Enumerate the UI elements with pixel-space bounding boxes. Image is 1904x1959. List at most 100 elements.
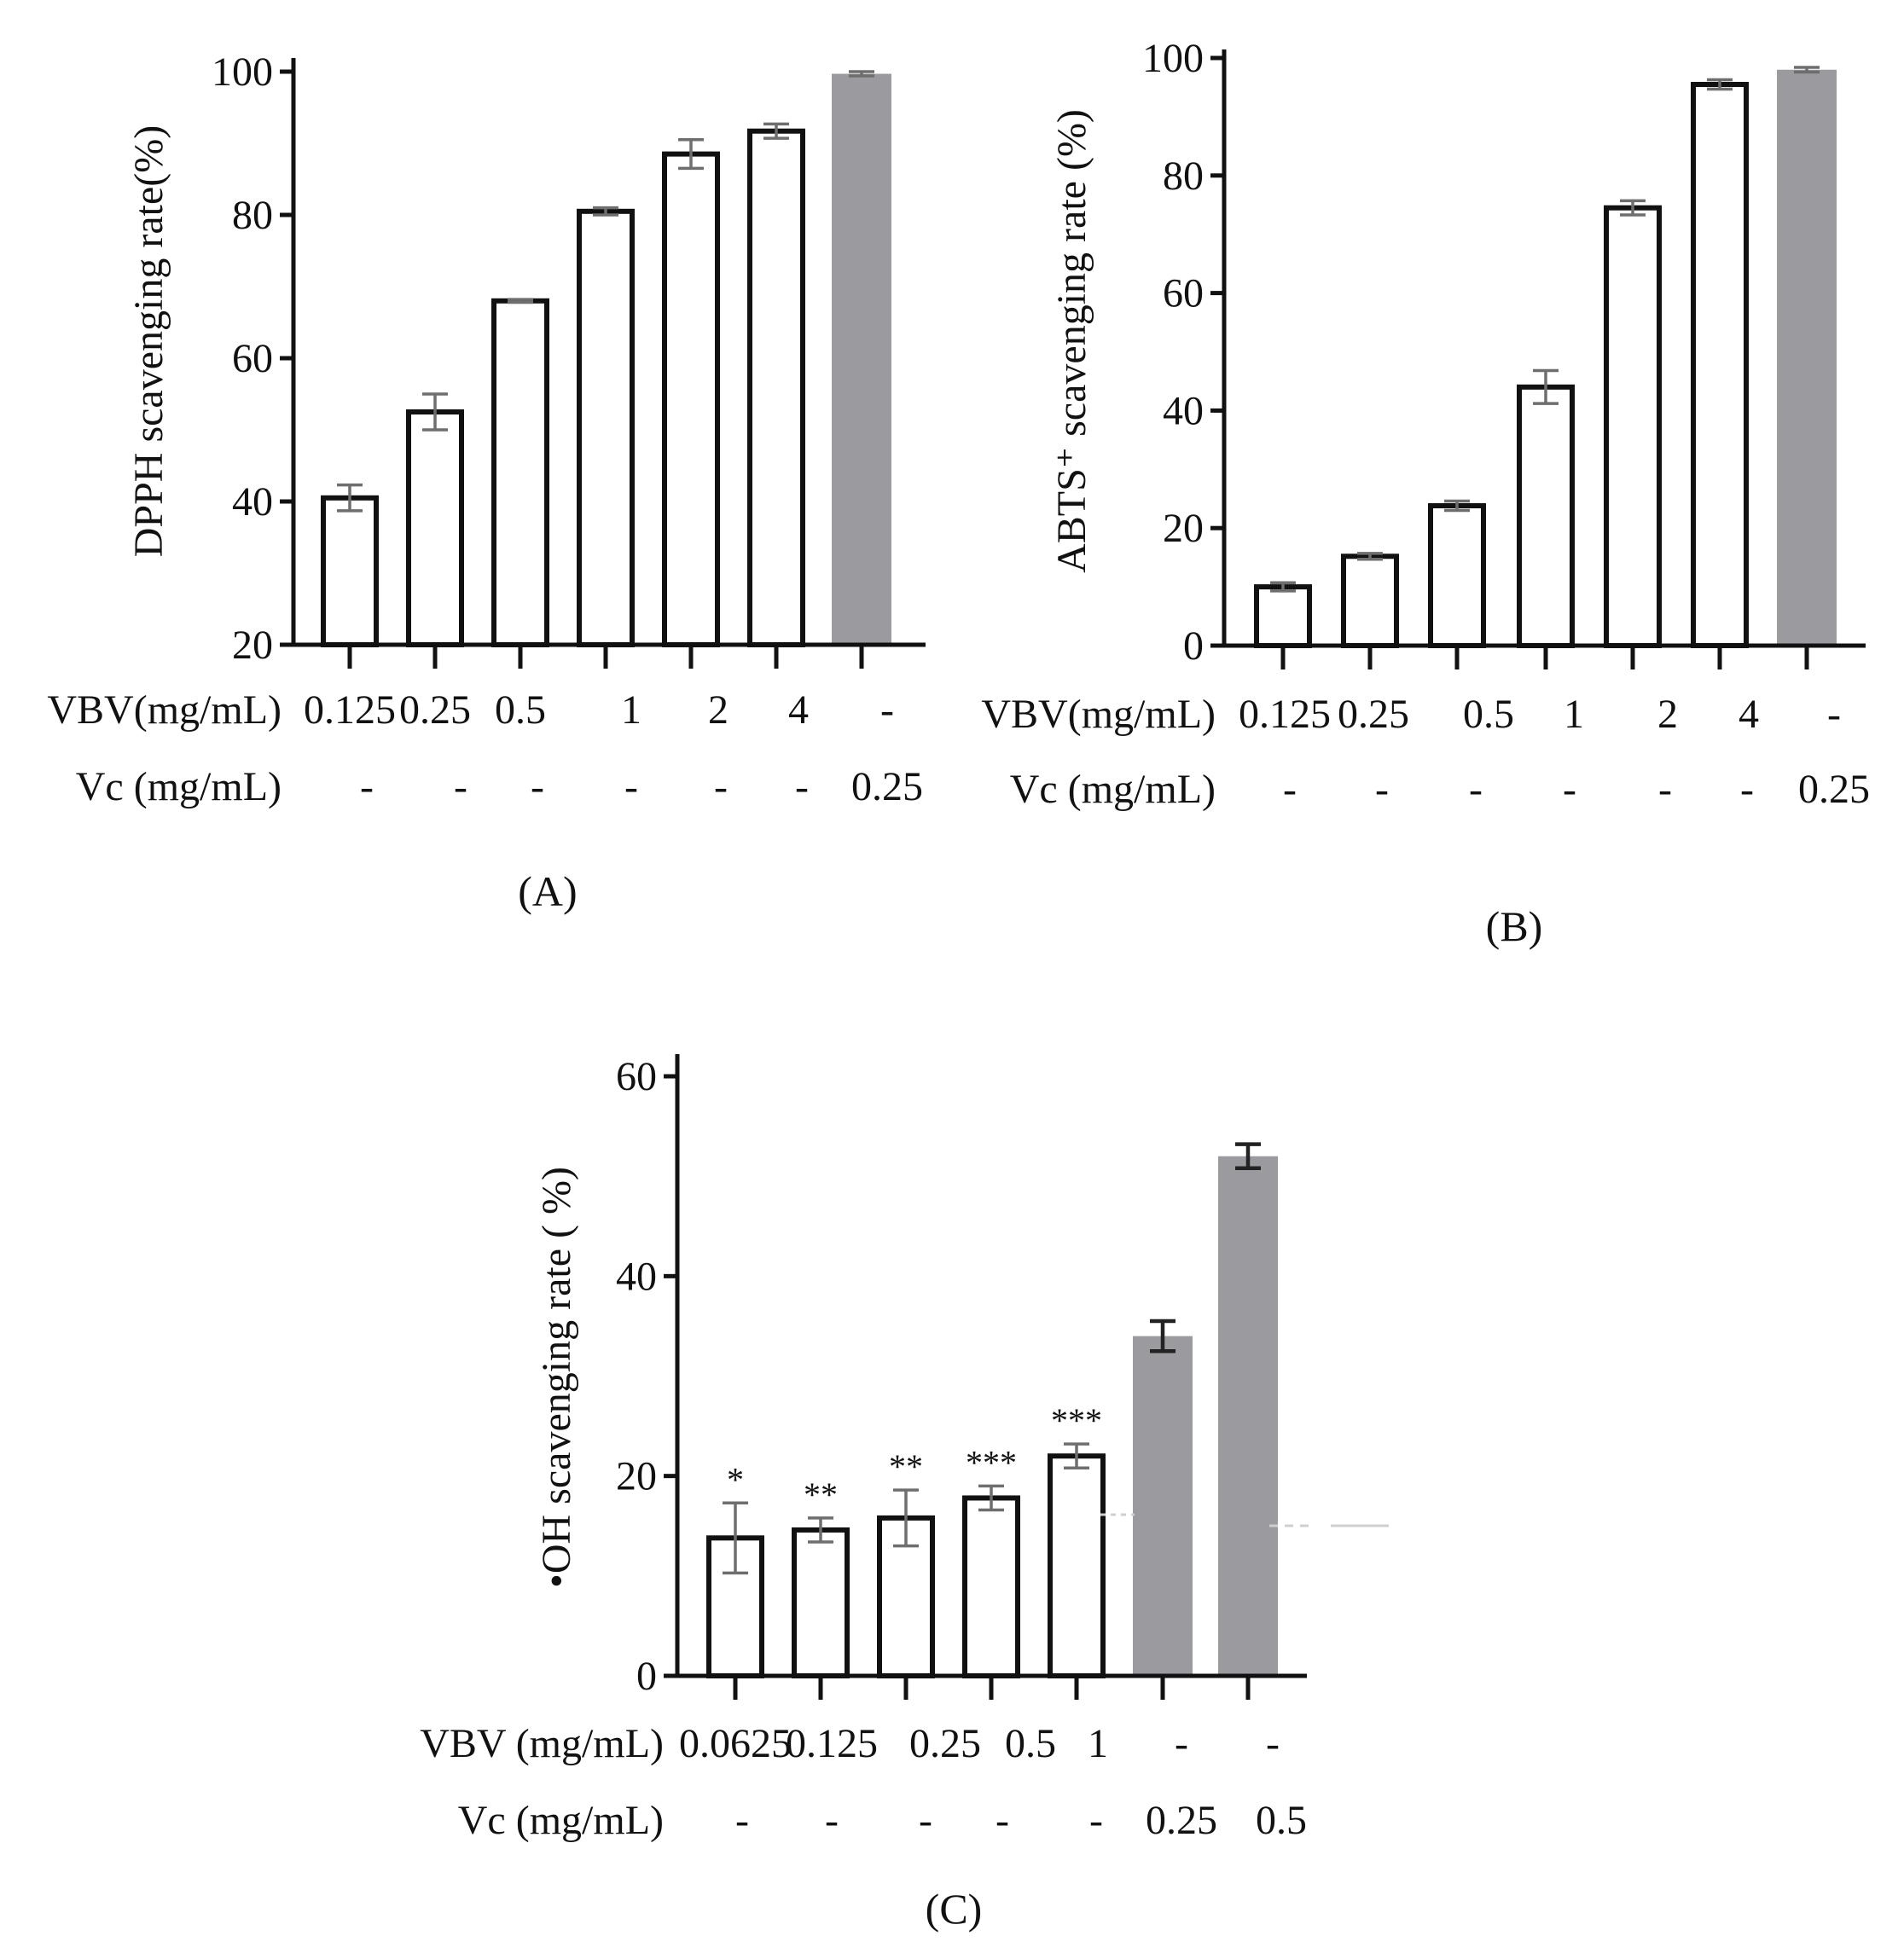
panel-b-bar xyxy=(1517,384,1575,648)
panel-b-y-axis-title: ABTS⁺ scavenging rate (%) xyxy=(1049,109,1094,573)
panel-c-significance-marker: * xyxy=(727,1460,744,1498)
panel-a-error-bars xyxy=(337,70,874,513)
panel-b-vbv-row-label: VBV(mg/mL) xyxy=(981,692,1216,737)
panel-a-bar xyxy=(662,151,720,648)
panel-b-vc-value: - xyxy=(1283,767,1297,812)
panel-a-label: (A) xyxy=(518,867,577,915)
panel-c-vc-value: - xyxy=(919,1798,932,1843)
panel-a-y-ticks: 20 40 60 80 100 xyxy=(212,49,293,668)
panel-b-vbv-value: 0.5 xyxy=(1463,692,1514,737)
panel-a-vc-value: - xyxy=(531,764,544,809)
panel-a-error-bar xyxy=(849,70,874,78)
panel-a-y-axis-title: DPPH scavenging rate(%) xyxy=(126,125,171,558)
panel-a-bar xyxy=(406,409,464,647)
panel-c-x-ticks xyxy=(733,1676,1251,1700)
panel-c-vbv-value: 0.5 xyxy=(1005,1721,1056,1766)
panel-a-vbv-value: 1 xyxy=(621,687,641,733)
panel-a-vbv-value: 0.125 xyxy=(304,687,396,733)
panel-c-vbv-value: 1 xyxy=(1088,1721,1108,1766)
panel-a: 20 40 60 80 100 DPPH scavenging rate(%) VBV(… xyxy=(47,49,926,915)
panel-a-error-bar xyxy=(422,392,448,432)
panel-c-vbv-value: 0.25 xyxy=(909,1721,981,1766)
panel-a-y-tick-label: 20 xyxy=(232,623,273,668)
panel-c-vc-value: - xyxy=(735,1798,749,1843)
panel-b-vc-value: 0.25 xyxy=(1798,767,1870,812)
panel-a-vbv-values: 0.125 0.25 0.5 1 2 4 - xyxy=(304,687,894,733)
panel-c-error-bar xyxy=(723,1501,748,1575)
panel-b-vbv-value: - xyxy=(1827,692,1841,737)
panel-a-error-bar xyxy=(763,122,789,140)
panel-c-vc-row-label: Vc (mg/mL) xyxy=(458,1798,664,1843)
panel-c-significance-marker: *** xyxy=(966,1443,1017,1481)
panel-b-y-tick-label: 100 xyxy=(1142,36,1204,81)
panel-a-vc-value: - xyxy=(795,764,809,809)
panel-c-vc-value: - xyxy=(1089,1798,1103,1843)
panel-b-bar xyxy=(1341,554,1399,648)
panel-b-bar xyxy=(1777,69,1837,646)
panel-c-vc-values: - - - - -0.25 0.5 xyxy=(735,1798,1307,1843)
panel-c-vbv-value: - xyxy=(1266,1721,1280,1766)
panel-a-vc-value: - xyxy=(454,764,467,809)
panel-c-bar xyxy=(1133,1336,1193,1676)
panel-b-vbv-values: 0.125 0.25 0.5 1 2 4 - xyxy=(1239,692,1841,737)
panel-b-y-tick-label: 80 xyxy=(1163,154,1204,199)
panel-a-vc-value: - xyxy=(360,764,374,809)
panel-c-y-tick-label: 40 xyxy=(616,1254,657,1299)
panel-a-vc-value: 0.25 xyxy=(851,764,923,809)
panel-a-error-bar xyxy=(678,138,704,171)
panel-a-y-tick-label: 100 xyxy=(212,49,273,95)
panel-b-bars xyxy=(1254,69,1837,648)
panel-c-label: (C) xyxy=(926,1885,983,1933)
panel-c-y-tick-label: 60 xyxy=(616,1054,657,1099)
panel-c-y-ticks: 0 20 40 60 xyxy=(616,1054,677,1699)
panel-c-significance-marker: ** xyxy=(804,1475,838,1514)
panel-b-error-bar xyxy=(1444,499,1470,513)
panel-b-vc-value: - xyxy=(1469,767,1483,812)
panel-a-vbv-row-label: VBV(mg/mL) xyxy=(47,687,282,733)
panel-b: 0 20 40 60 80 100 ABTS⁺ scavenging rate (%) V… xyxy=(981,36,1870,950)
panel-c-error-bar xyxy=(1150,1319,1175,1353)
panel-c-vc-value: 0.25 xyxy=(1146,1798,1217,1843)
panel-a-y-tick-label: 40 xyxy=(232,479,273,525)
panel-c-y-tick-label: 20 xyxy=(616,1454,657,1499)
panel-b-error-bar xyxy=(1533,368,1559,405)
panel-b-label: (B) xyxy=(1486,902,1543,950)
panel-a-vbv-value: 0.5 xyxy=(495,687,546,733)
panel-c-bar xyxy=(1218,1156,1278,1676)
panel-b-y-tick-label: 0 xyxy=(1183,623,1204,669)
panel-c-bar xyxy=(962,1495,1020,1679)
panel-b-bar xyxy=(1604,205,1662,648)
panel-a-vbv-value: - xyxy=(880,687,894,733)
panel-a-y-tick-label: 80 xyxy=(232,193,273,238)
panel-b-vc-value: - xyxy=(1375,767,1389,812)
panel-a-bar xyxy=(491,298,549,647)
panel-c-error-bar xyxy=(1064,1442,1089,1470)
panel-b-error-bars xyxy=(1270,66,1820,593)
panel-a-error-bar xyxy=(508,298,533,304)
panel-b-vc-values: - - - - - -0.25 xyxy=(1283,767,1870,812)
panel-a-vc-value: - xyxy=(714,764,728,809)
panel-c-error-bar xyxy=(893,1488,919,1548)
panel-b-y-ticks: 0 20 40 60 80 100 xyxy=(1142,36,1224,669)
panel-b-bar xyxy=(1691,82,1749,648)
panel-a-y-tick-label: 60 xyxy=(232,336,273,381)
panel-b-y-tick-label: 20 xyxy=(1163,506,1204,551)
panel-a-vc-row-label: Vc (mg/mL) xyxy=(76,764,282,809)
panel-a-bar xyxy=(577,208,635,648)
panel-b-error-bar xyxy=(1270,581,1296,593)
panel-b-vbv-value: 1 xyxy=(1564,692,1584,737)
panel-b-error-bar xyxy=(1357,552,1383,561)
panel-b-vc-value: - xyxy=(1563,767,1576,812)
panel-c-significance: * **** ****** xyxy=(727,1401,1102,1514)
panel-c-error-bar xyxy=(978,1484,1004,1512)
panel-b-error-bar xyxy=(1794,66,1820,74)
panel-c-y-tick-label: 0 xyxy=(636,1654,657,1699)
panel-a-vc-values: - - - - - -0.25 xyxy=(360,764,923,809)
panel-c-bar xyxy=(792,1527,850,1678)
panel-b-vc-value: - xyxy=(1740,767,1754,812)
panel-c-vc-value: - xyxy=(996,1798,1009,1843)
panel-a-bar xyxy=(832,73,891,645)
